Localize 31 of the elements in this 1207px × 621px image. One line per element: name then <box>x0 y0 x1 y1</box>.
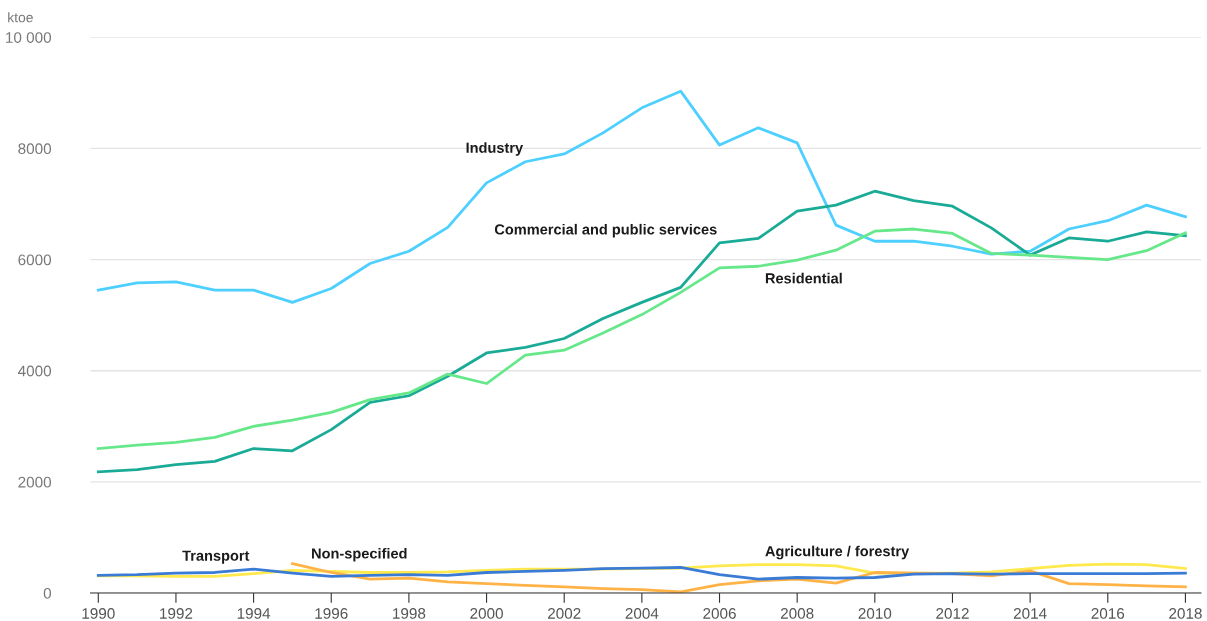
y-tick-label: 0 <box>43 587 52 599</box>
x-tick-label: 1996 <box>315 608 348 619</box>
x-tick-label: 2018 <box>1169 608 1202 619</box>
series-label: Industry <box>466 142 524 156</box>
x-tick-label: 2010 <box>858 608 892 619</box>
x-tick-label: 1998 <box>393 608 426 619</box>
x-tick-label: 2014 <box>1013 608 1047 619</box>
x-tick-label: 2006 <box>703 608 736 619</box>
line-series <box>96 89 1187 304</box>
x-tick-label: 2000 <box>470 608 503 619</box>
series-label: Commercial and public services <box>494 223 717 238</box>
x-tick-label: 2002 <box>547 608 581 619</box>
x-tick-label: 2016 <box>1091 608 1125 619</box>
line-series <box>96 566 1187 581</box>
y-tick-label: 8000 <box>18 143 52 155</box>
x-tick-label: 2012 <box>936 608 969 619</box>
line-series <box>96 189 1187 474</box>
x-tick-label: 1994 <box>237 608 271 619</box>
series-label: Non-specified <box>312 547 407 562</box>
y-tick-label: 6000 <box>18 254 52 266</box>
x-tick-label: 1990 <box>82 608 115 619</box>
y-axis-title: ktoe <box>8 12 33 23</box>
x-tick-label: 2008 <box>780 608 814 619</box>
y-tick-label: 4000 <box>18 365 52 377</box>
y-tick-label: 2000 <box>18 476 52 488</box>
y-tick-label: 10 000 <box>6 32 52 43</box>
x-tick-label: 1992 <box>160 608 193 619</box>
series-label: Transport <box>182 550 250 564</box>
series-label: Residential <box>765 272 842 284</box>
x-tick-label: 2004 <box>625 608 659 619</box>
series-label: Agriculture / forestry <box>765 545 910 560</box>
